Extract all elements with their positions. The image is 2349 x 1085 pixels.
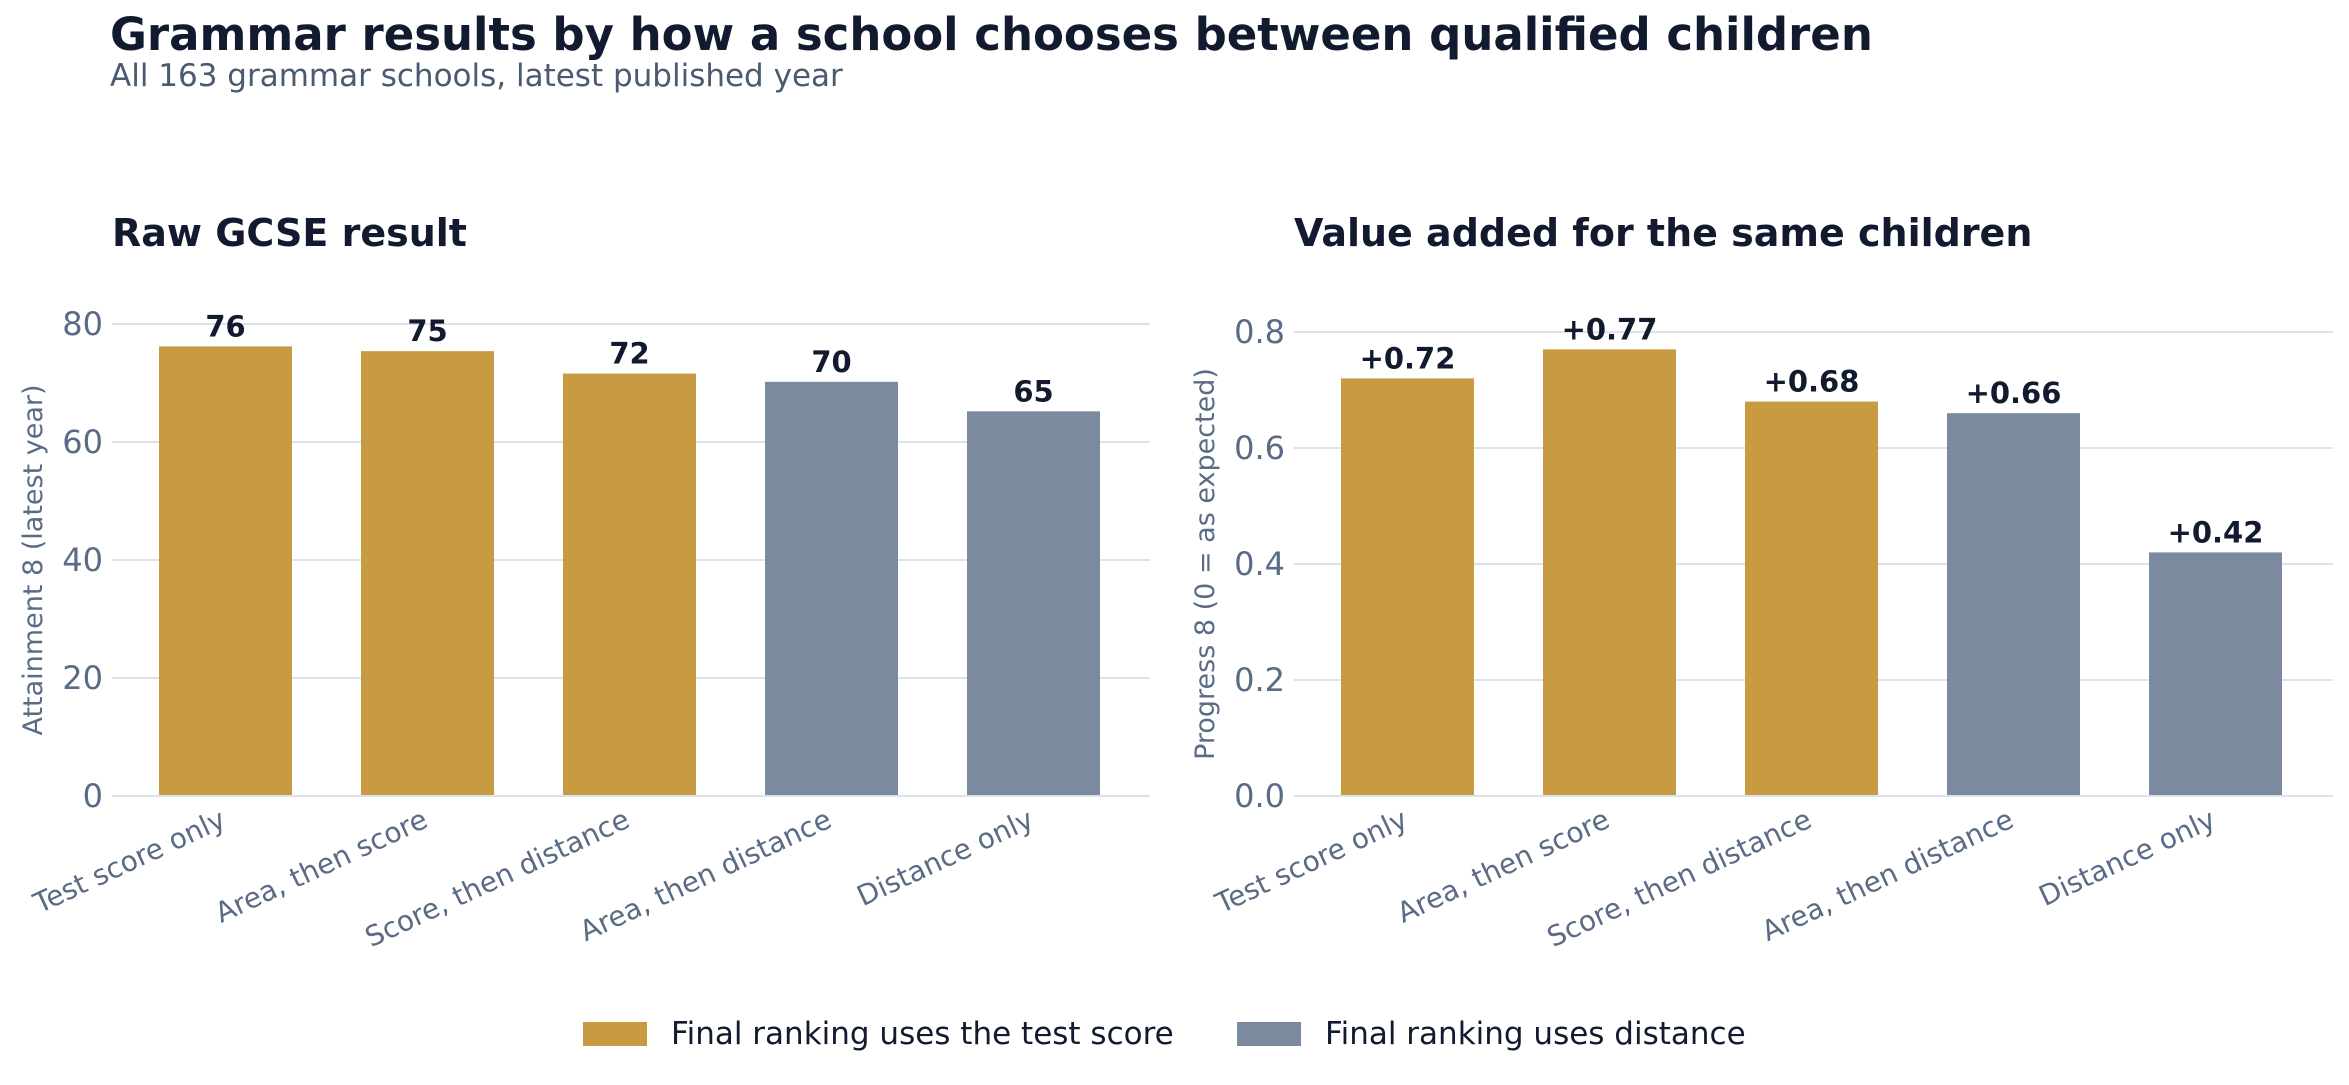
y-tick-label: 60	[62, 423, 103, 461]
bar	[361, 351, 494, 796]
panel-title: Raw GCSE result	[112, 211, 467, 255]
data-label: 75	[407, 314, 447, 348]
y-tick-label: 0.6	[1234, 429, 1285, 467]
data-label: 76	[205, 309, 245, 343]
legend-swatch-distance	[1237, 1022, 1301, 1046]
figure-title: Grammar results by how a school chooses …	[110, 8, 1873, 61]
x-tick-label: Distance only	[852, 802, 1039, 912]
y-tick-label: 20	[62, 659, 103, 697]
legend-item-test-score: Final ranking uses the test score	[583, 1016, 1174, 1052]
y-tick-label: 40	[62, 541, 103, 579]
data-label: +0.77	[1562, 312, 1658, 346]
data-label: 72	[609, 337, 649, 371]
y-tick-label: 0.4	[1234, 545, 1285, 583]
y-tick-label: 80	[62, 305, 103, 343]
data-label: 70	[811, 345, 851, 379]
panel-title: Value added for the same children	[1294, 211, 2032, 255]
data-label: +0.72	[1360, 341, 1456, 375]
y-tick-label: 0.0	[1234, 777, 1285, 815]
y-tick-label: 0.8	[1234, 313, 1285, 351]
x-tick-label: Test score only	[28, 802, 231, 920]
bar	[967, 411, 1100, 796]
bar	[1745, 401, 1878, 796]
legend-label-test-score: Final ranking uses the test score	[671, 1016, 1174, 1052]
legend-swatch-test-score	[583, 1022, 647, 1046]
data-label: 65	[1013, 374, 1053, 408]
legend-label-distance: Final ranking uses distance	[1325, 1016, 1746, 1052]
y-tick-label: 0	[83, 777, 103, 815]
bar	[159, 346, 292, 796]
legend-item-distance: Final ranking uses distance	[1237, 1016, 1746, 1052]
y-tick-label: 0.2	[1234, 661, 1285, 699]
y-axis-label: Attainment 8 (latest year)	[18, 384, 49, 735]
chart-figure: Raw GCSE result 0 20 40 60 80 Attainment 8 (la…	[18, 211, 2333, 954]
bar	[1341, 378, 1474, 796]
bar	[1543, 349, 1676, 796]
bar	[765, 381, 898, 796]
legend: Final ranking uses the test score Final …	[0, 1016, 2349, 1056]
bar	[2149, 552, 2282, 796]
data-label: +0.42	[2168, 515, 2264, 549]
x-tick-label: Test score only	[1210, 802, 1413, 920]
bar	[563, 373, 696, 796]
bar	[1947, 413, 2080, 796]
figure-subtitle: All 163 grammar schools, latest publishe…	[110, 58, 843, 94]
x-tick-label: Distance only	[2034, 802, 2221, 912]
data-label: +0.66	[1966, 376, 2062, 410]
data-label: +0.68	[1764, 365, 1860, 399]
y-axis-label: Progress 8 (0 = as expected)	[1190, 368, 1221, 760]
